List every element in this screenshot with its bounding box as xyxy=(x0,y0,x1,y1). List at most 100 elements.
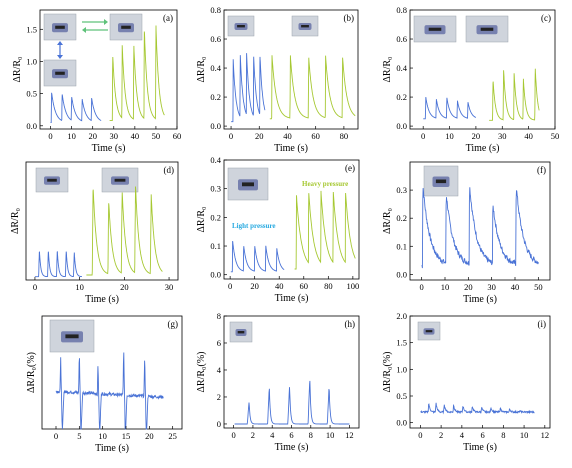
y-tick-label: 0.0 xyxy=(210,121,221,131)
x-tick-label: 60 xyxy=(300,281,309,291)
knee-walking-photo xyxy=(101,167,139,193)
plot-frame xyxy=(409,161,551,281)
throat-swallow-photo xyxy=(229,321,253,343)
series-line-blue xyxy=(423,97,477,120)
heavy-pressure-label: Heavy pressure xyxy=(302,180,348,188)
x-tick-label: 20 xyxy=(88,131,97,141)
x-tick-label: 40 xyxy=(131,131,140,141)
x-tick-label: 15 xyxy=(122,431,131,441)
x-tick-label: 10 xyxy=(445,131,454,141)
x-tick-label: 60 xyxy=(173,131,182,141)
x-tick-label: 40 xyxy=(283,131,292,141)
x-tick-label: 0 xyxy=(229,131,233,141)
chart-panel-c: 0 10 20 30 40 50 0.0 0.2 0.4 0.6 0.8 Time (s) ΔR/R₀ (… xyxy=(382,5,559,154)
x-tick-label: 40 xyxy=(511,282,520,292)
y-tick-label: 0.8 xyxy=(396,5,407,15)
series-line-blue xyxy=(234,380,350,425)
x-tick-label: 100 xyxy=(346,281,359,291)
series-line-blue xyxy=(421,187,539,269)
x-tick-label: 30 xyxy=(165,282,174,292)
x-tick-label: 0 xyxy=(418,430,422,440)
y-tick-label: 0.4 xyxy=(210,155,221,165)
knee-bent-photo xyxy=(35,167,69,193)
y-tick-label: 1.5 xyxy=(396,338,407,348)
hand-pressing-photo xyxy=(227,167,269,201)
y-tick-label: 0.0 xyxy=(396,269,407,279)
series-line-green xyxy=(294,190,356,270)
x-tick-label: 20 xyxy=(472,131,481,141)
panel-label: (b) xyxy=(344,13,355,23)
x-tick-label: 10 xyxy=(326,430,335,440)
wrist-bent-photo xyxy=(227,15,255,37)
x-tick-label: 10 xyxy=(67,131,76,141)
x-tick-label: 0 xyxy=(232,430,236,440)
series-line-green xyxy=(109,25,165,122)
y-tick-label: 0.5 xyxy=(26,89,37,99)
x-tick-label: 0 xyxy=(228,281,232,291)
x-tick-label: 10 xyxy=(520,430,529,440)
chart-panel-b: 0 20 40 60 80 0.0 0.2 0.4 0.6 0.8 Time (s) ΔR/R₀ (b) xyxy=(196,5,359,154)
chart-panel-g: 0 5 10 15 20 25 Time (s) ΔR/R₀(%) (g) xyxy=(26,315,183,454)
plot-frame xyxy=(41,315,183,430)
plot-frame xyxy=(39,9,178,130)
panel-label: (h) xyxy=(345,319,356,329)
panel-label: (d) xyxy=(164,165,175,175)
finger-straight-photo xyxy=(109,13,143,41)
series-line-blue xyxy=(230,240,285,273)
x-tick-label: 30 xyxy=(498,131,507,141)
x-axis-label: Time (s) xyxy=(275,442,309,453)
y-axis-label: ΔR/R₀ xyxy=(196,56,207,83)
panel-label: (a) xyxy=(163,13,173,23)
y-axis-label: ΔR/R₀ xyxy=(382,56,393,83)
y-tick-label: 0.0 xyxy=(26,121,37,131)
y-tick-label: 0.5 xyxy=(396,391,407,401)
x-tick-label: 50 xyxy=(551,131,560,141)
x-axis-label: Time (s) xyxy=(274,143,308,154)
y-tick-label: 0.3 xyxy=(210,184,221,194)
finger-touch-photo xyxy=(423,165,459,197)
x-axis-label: Time (s) xyxy=(463,294,497,305)
x-axis-label: Time (s) xyxy=(92,143,126,154)
x-tick-label: 30 xyxy=(487,282,496,292)
series-line-green xyxy=(489,68,540,121)
x-axis-label: Time (s) xyxy=(275,293,309,304)
x-tick-label: 8 xyxy=(501,430,505,440)
x-tick-label: 5 xyxy=(77,431,81,441)
x-tick-label: 50 xyxy=(534,282,543,292)
y-tick-label: 0.1 xyxy=(210,241,221,251)
panel-label: (e) xyxy=(345,163,355,173)
x-tick-label: 20 xyxy=(120,282,129,292)
y-tick-label: 0.4 xyxy=(396,63,407,73)
y-tick-label: 0.6 xyxy=(210,34,221,44)
x-tick-label: 10 xyxy=(98,431,107,441)
y-tick-label: 0.3 xyxy=(396,185,407,195)
y-tick-label: 0.8 xyxy=(210,5,221,15)
y-tick-label: 0.6 xyxy=(396,34,407,44)
x-tick-label: 20 xyxy=(250,281,259,291)
series-line-blue xyxy=(231,53,266,123)
x-tick-label: 4 xyxy=(460,430,465,440)
x-tick-label: 10 xyxy=(441,282,450,292)
series-line-blue xyxy=(34,251,82,278)
plot-frame xyxy=(25,161,179,281)
plot-frame xyxy=(223,9,359,130)
y-axis-label: ΔR/R₀ xyxy=(382,207,393,234)
y-tick-label: 0.0 xyxy=(396,418,407,428)
y-axis-label: ΔR/R₀ xyxy=(196,206,207,233)
x-tick-label: 10 xyxy=(75,282,84,292)
y-axis-label: ΔR/R₀ xyxy=(12,56,23,83)
plot-frame xyxy=(409,315,551,429)
y-tick-label: 0 xyxy=(217,419,221,429)
x-tick-label: 8 xyxy=(309,430,313,440)
panel-label: (i) xyxy=(538,319,547,329)
series-line-blue xyxy=(50,92,102,124)
y-tick-label: 0.0 xyxy=(210,270,221,280)
plot-frame xyxy=(409,9,556,130)
y-axis-label: ΔR/R₀(%) xyxy=(196,351,207,392)
y-tick-label: 1.0 xyxy=(396,364,407,374)
wrist-pulse-photo xyxy=(417,321,441,341)
panel-label: (g) xyxy=(168,319,179,329)
